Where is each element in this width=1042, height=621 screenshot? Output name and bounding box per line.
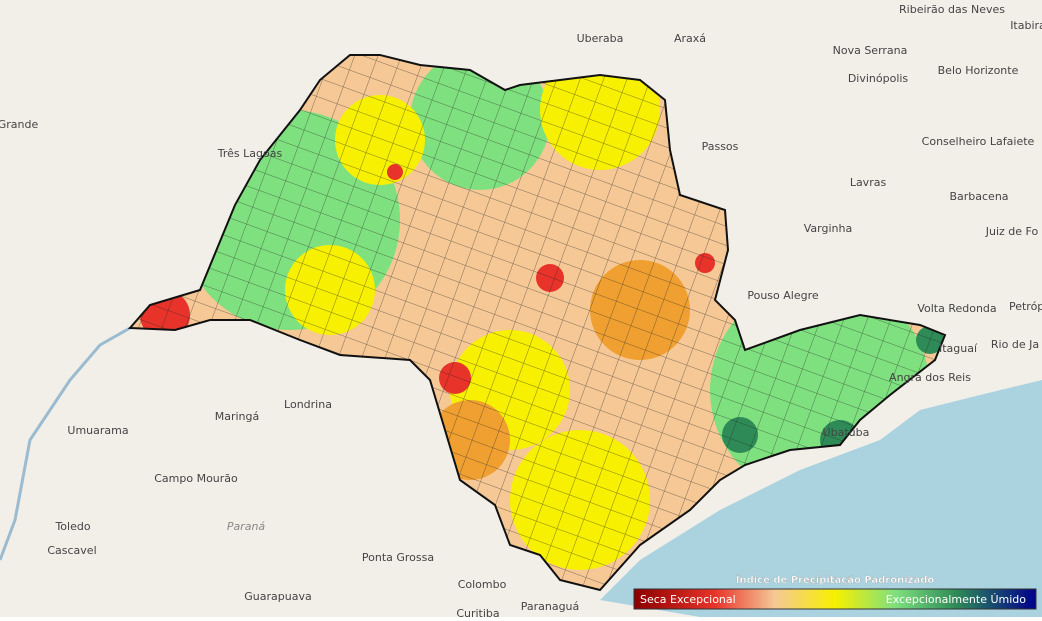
place-label: Grande (0, 118, 38, 131)
place-label: Maringá (215, 410, 260, 423)
place-label: Ubatuba (823, 426, 870, 439)
place-label: Londrina (284, 398, 332, 411)
place-labels: Grande Três Lagoas Uberaba Araxá Ribeirão da… (0, 3, 1042, 620)
place-label: Três Lagoas (217, 147, 283, 160)
place-label: Itabira (1010, 19, 1042, 32)
place-label: Paranaguá (521, 600, 580, 613)
place-label: Rio de Ja (991, 338, 1039, 351)
place-label: Ribeirão das Neves (899, 3, 1005, 16)
place-label: Divinópolis (848, 72, 909, 85)
legend-low-label: Seca Excepcional (640, 593, 736, 606)
place-label: Lavras (850, 176, 887, 189)
place-label: Angra dos Reis (889, 371, 971, 384)
place-label: Belo Horizonte (938, 64, 1019, 77)
ocean (600, 380, 1042, 617)
place-label: Petrópo (1009, 300, 1042, 313)
place-label: Paraná (227, 520, 266, 533)
legend: Índice de Precipitação Padronizado Seca … (633, 573, 1037, 610)
place-label: Nova Serrana (833, 44, 908, 57)
place-label: Campo Mourão (154, 472, 238, 485)
legend-high-label: Excepcionalmente Úmido (886, 593, 1027, 606)
place-label: Colombo (458, 578, 507, 591)
place-label: Ponta Grossa (362, 551, 434, 564)
place-label: Varginha (804, 222, 852, 235)
legend-title: Índice de Precipitação Padronizado (736, 573, 935, 586)
place-label: Itaguaí (939, 342, 978, 355)
place-label: Toledo (54, 520, 90, 533)
place-label: Araxá (674, 32, 706, 45)
place-label: Uberaba (577, 32, 624, 45)
place-label: Guarapuava (244, 590, 311, 603)
place-label: Barbacena (949, 190, 1008, 203)
place-label: Juiz de Fo (985, 225, 1039, 238)
place-label: Curitiba (456, 607, 499, 617)
place-label: Conselheiro Lafaiete (922, 135, 1035, 148)
place-label: Cascavel (47, 544, 96, 557)
river (0, 326, 131, 561)
place-label: Pouso Alegre (747, 289, 819, 302)
place-label: Passos (702, 140, 739, 153)
place-label: Umuarama (67, 424, 128, 437)
legend-colorbar (633, 588, 1037, 610)
place-label: Volta Redonda (917, 302, 996, 315)
